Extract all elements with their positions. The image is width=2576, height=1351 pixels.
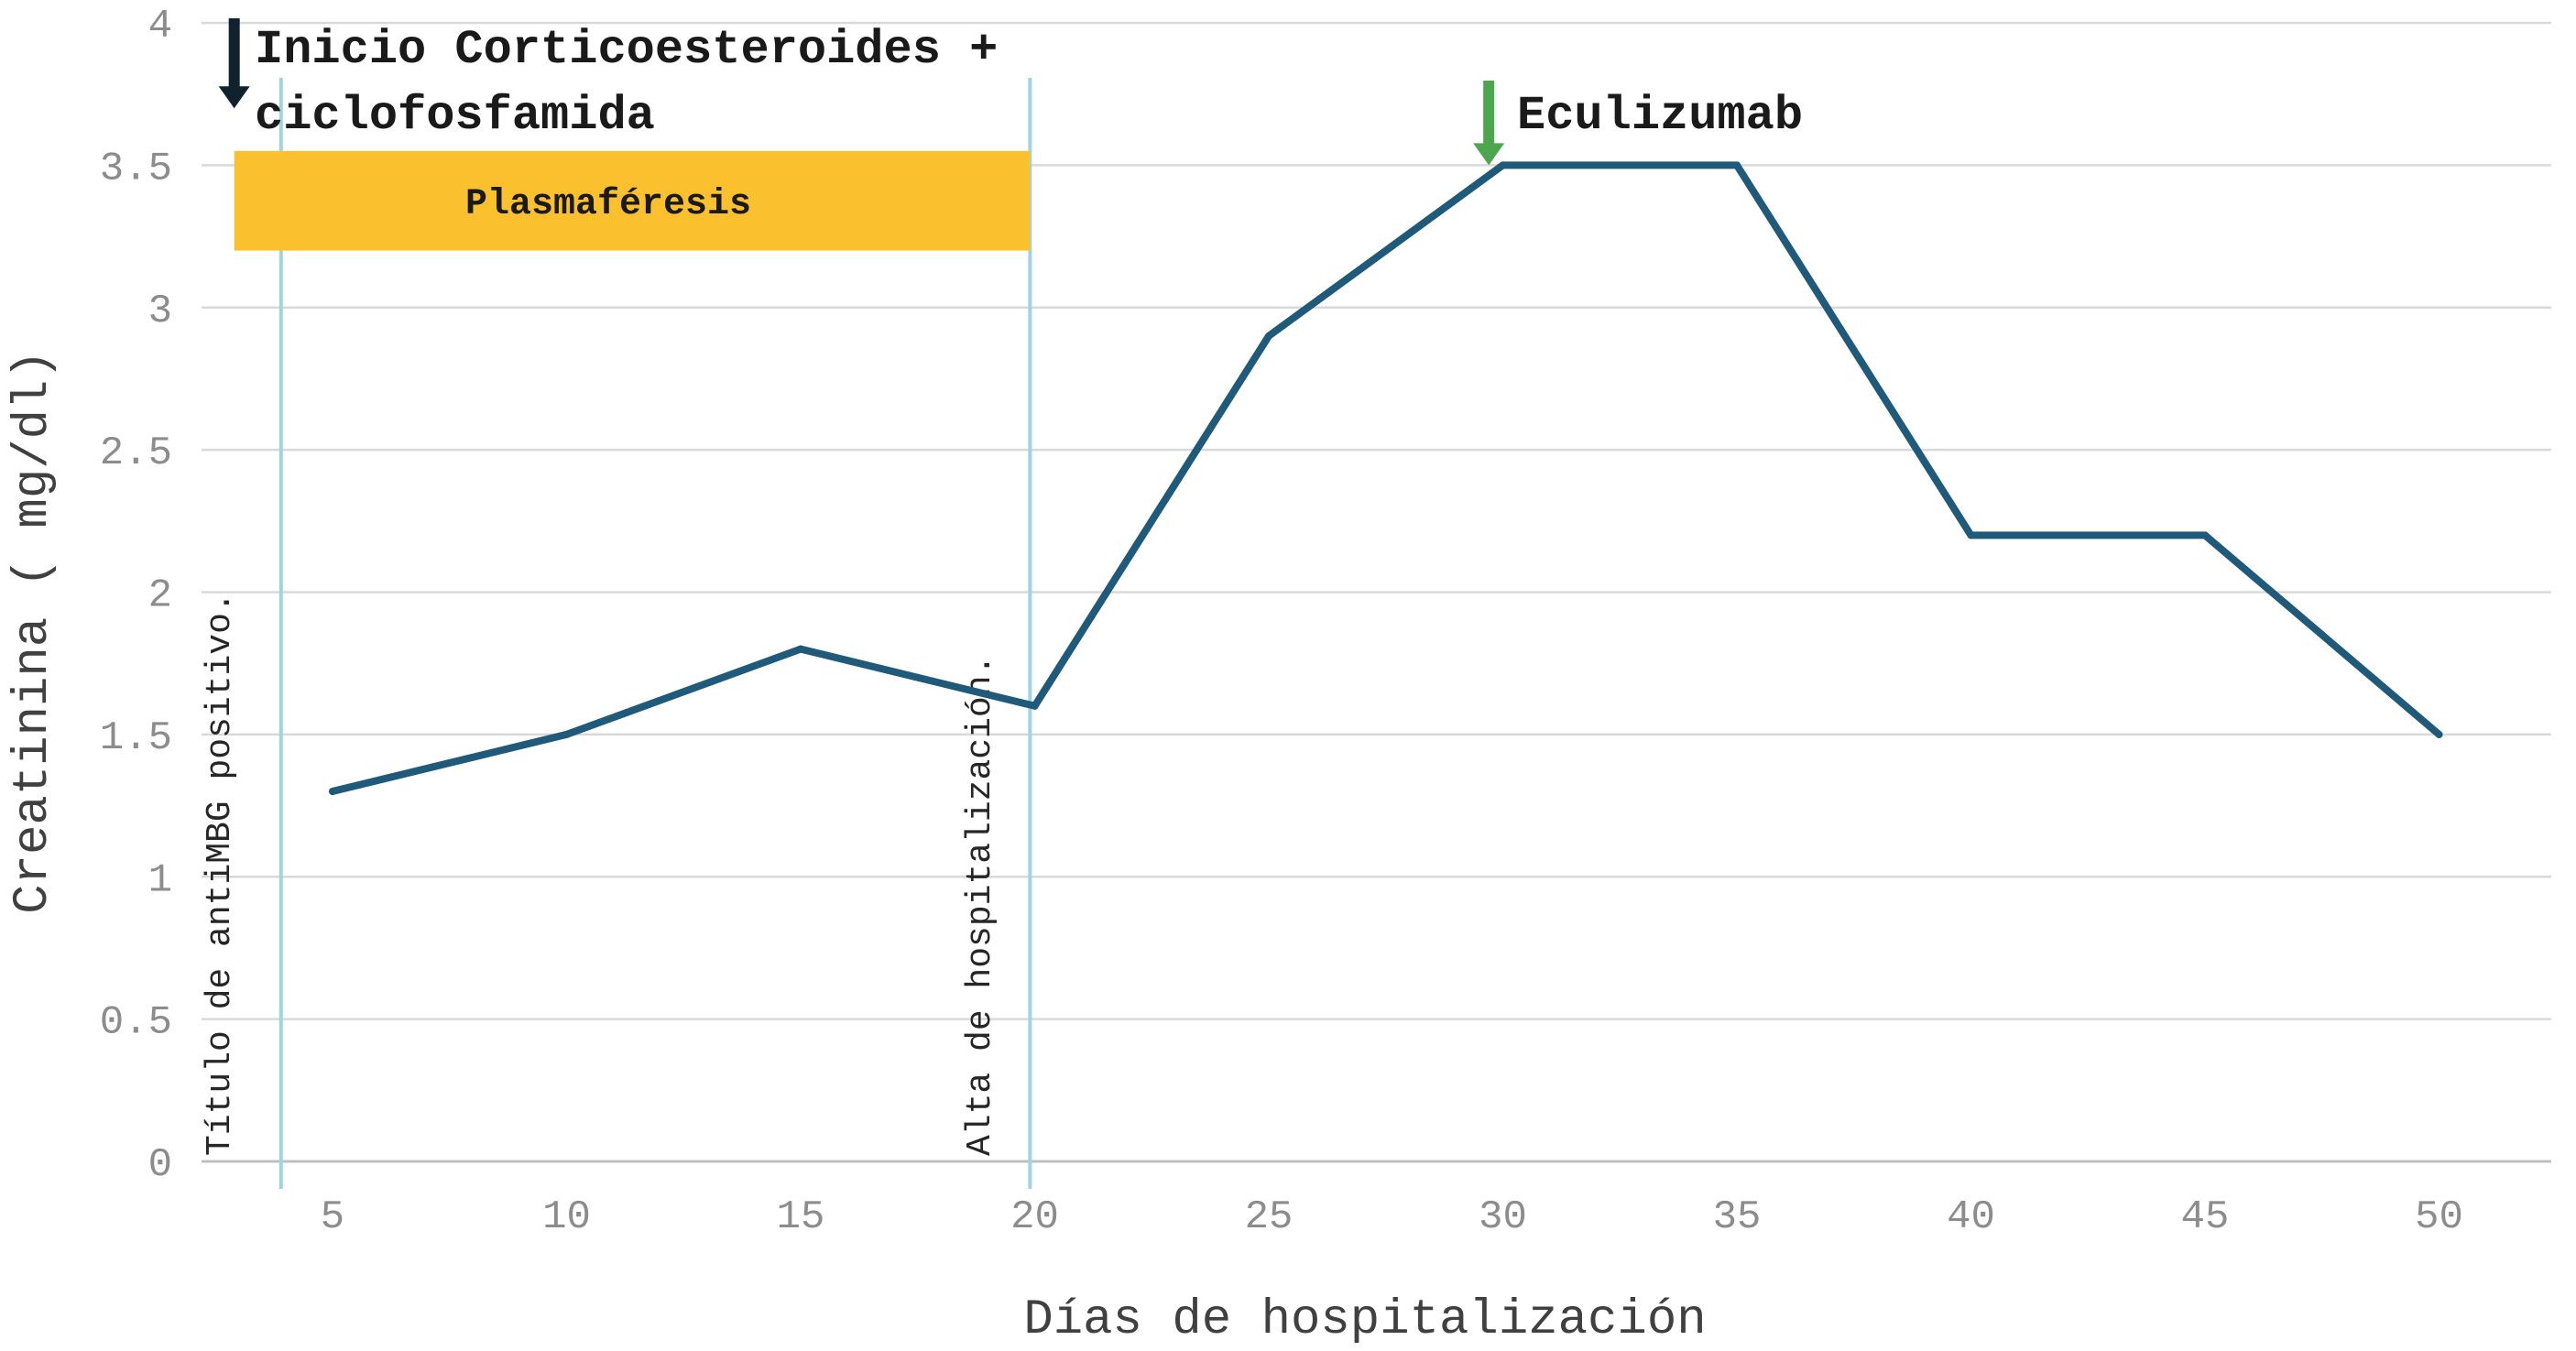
- x-axis-ticks: 5 10 15 20 25 30 35 40 45 50: [321, 1194, 2463, 1240]
- y-tick-label: 4: [148, 4, 172, 49]
- gridlines: [202, 21, 2551, 1163]
- y-tick-label: 2.5: [100, 430, 172, 476]
- y-tick-label: 2: [148, 573, 172, 619]
- x-tick-label: 15: [777, 1194, 825, 1240]
- x-tick-label: 40: [1947, 1194, 1995, 1240]
- data-point: [2201, 531, 2209, 539]
- data-point: [562, 730, 571, 738]
- x-axis-title: Días de hospitalización: [1023, 1292, 1706, 1348]
- y-tick-label: 3.5: [100, 146, 172, 191]
- y-tick-label: 1.5: [100, 715, 172, 761]
- x-tick-label: 30: [1479, 1194, 1527, 1240]
- annotations: Inicio Corticoesteroides + ciclofosfamida…: [218, 18, 1803, 166]
- annotation-arrow-shaft: [228, 18, 240, 89]
- band-label: Plasmaféresis: [465, 184, 751, 225]
- data-point: [1031, 702, 1039, 710]
- x-tick-label: 45: [2181, 1194, 2230, 1240]
- data-point: [1499, 161, 1507, 169]
- y-tick-label: 0: [148, 1142, 172, 1188]
- annotation-text: Eculizumab: [1517, 89, 1803, 143]
- series-group: [329, 161, 2443, 796]
- y-tick-label: 3: [148, 289, 172, 334]
- annotation-text: ciclofosfamida: [255, 89, 655, 143]
- x-tick-label: 10: [542, 1194, 591, 1240]
- data-point: [1967, 531, 1975, 539]
- x-tick-label: 50: [2415, 1194, 2463, 1240]
- annotation-arrowhead: [218, 86, 250, 109]
- band-rect: [234, 150, 1031, 251]
- data-point: [1265, 332, 1272, 340]
- data-point: [797, 645, 804, 653]
- y-tick-label: 1: [148, 857, 172, 903]
- event-label: Alta de hospitalización.: [961, 655, 1000, 1156]
- plasmapheresis-band: Plasmaféresis: [234, 150, 1031, 251]
- y-tick-label: 0.5: [100, 1000, 172, 1046]
- data-point: [329, 788, 336, 796]
- event-vertical-lines: Título de antiMBG positivo. Alta de hospi…: [201, 78, 1032, 1189]
- y-axis-ticks: 0 0.5 1 1.5 2 2.5 3 3.5 4: [100, 4, 172, 1188]
- event-label: Título de antiMBG positivo.: [201, 592, 240, 1156]
- x-tick-label: 25: [1245, 1194, 1293, 1240]
- series-line: [329, 161, 2443, 796]
- annotation-arrow-shaft: [1483, 81, 1495, 146]
- data-point: [1733, 161, 1741, 169]
- x-tick-label: 35: [1713, 1194, 1762, 1240]
- data-point: [2435, 730, 2443, 738]
- annotation-text: Inicio Corticoesteroides +: [255, 23, 998, 77]
- annotation-arrowhead: [1473, 143, 1505, 166]
- x-tick-label: 5: [321, 1194, 344, 1240]
- x-tick-label: 20: [1010, 1194, 1059, 1240]
- y-axis-title: Creatinina ( mg/dl): [5, 350, 61, 914]
